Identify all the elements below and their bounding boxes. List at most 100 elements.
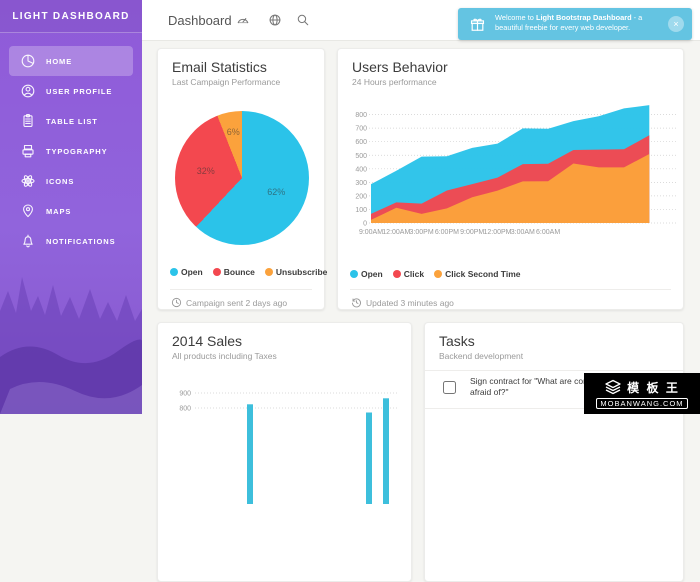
watermark-site: MOBANWANG.COM bbox=[596, 397, 688, 409]
users-chart-legend: Open Click Click Second Time bbox=[350, 269, 521, 279]
svg-text:3:00AM: 3:00AM bbox=[511, 229, 535, 236]
pie-percent-label: 6% bbox=[226, 126, 240, 137]
pie-percent-label: 32% bbox=[196, 166, 215, 177]
card-title: Email Statistics bbox=[172, 59, 267, 75]
search-icon[interactable] bbox=[296, 13, 310, 27]
sidebar-item-label: USER PROFILE bbox=[46, 86, 113, 96]
email-chart-legend: Open Bounce Unsubscribe bbox=[170, 267, 327, 277]
footer-text: Campaign sent 2 days ago bbox=[186, 297, 288, 308]
card-divider bbox=[350, 289, 671, 290]
sidebar-item-label: TYPOGRAPHY bbox=[46, 146, 108, 156]
pie-percent-label: 62% bbox=[267, 186, 286, 197]
legend-item: Click bbox=[392, 269, 425, 279]
svg-text:300: 300 bbox=[355, 180, 367, 187]
sidebar-item-maps[interactable]: MAPS bbox=[9, 196, 133, 226]
tasks-card: Tasks Backend development Sign contract … bbox=[424, 322, 684, 582]
sidebar-item-notifications[interactable]: NOTIFICATIONS bbox=[9, 226, 133, 256]
toast-message: Welcome to Light Bootstrap Dashboard - a… bbox=[495, 13, 643, 32]
task-checkbox[interactable] bbox=[443, 381, 456, 394]
sidebar-nav: HOME USER PROFILE TABLE LIST TYPOGRAPHY … bbox=[0, 46, 142, 256]
close-icon[interactable]: × bbox=[668, 16, 684, 32]
user-icon bbox=[21, 84, 35, 98]
watermark-brand: 模 板 王 bbox=[627, 380, 680, 395]
svg-text:9:00PM: 9:00PM bbox=[460, 229, 484, 236]
svg-text:800: 800 bbox=[179, 406, 191, 413]
page-title: Dashboard bbox=[168, 13, 232, 28]
legend-label: Unsubscribe bbox=[275, 267, 328, 277]
sidebar-item-home[interactable]: HOME bbox=[9, 46, 133, 76]
pie-chart-icon bbox=[21, 54, 35, 68]
gauge-icon[interactable] bbox=[236, 13, 250, 27]
sidebar-item-label: HOME bbox=[46, 56, 73, 66]
svg-text:600: 600 bbox=[355, 139, 367, 146]
sidebar-item-label: NOTIFICATIONS bbox=[46, 236, 116, 246]
card-title: Tasks bbox=[439, 333, 475, 349]
svg-text:3:00PM: 3:00PM bbox=[410, 229, 434, 236]
legend-dot bbox=[392, 270, 401, 278]
layers-icon bbox=[605, 379, 621, 395]
sidebar-item-icons[interactable]: ICONS bbox=[9, 166, 133, 196]
sidebar-item-label: MAPS bbox=[46, 206, 72, 216]
card-title: 2014 Sales bbox=[172, 333, 243, 349]
svg-text:100: 100 bbox=[355, 207, 367, 214]
legend-dot bbox=[212, 268, 221, 276]
bell-icon bbox=[23, 234, 33, 248]
sidebar-item-table-list[interactable]: TABLE LIST bbox=[9, 106, 133, 136]
email-pie-chart: 62% 32% 6% bbox=[175, 111, 309, 245]
card-divider bbox=[170, 289, 312, 290]
card-subtitle: 24 Hours performance bbox=[352, 77, 437, 87]
sidebar-item-typography[interactable]: TYPOGRAPHY bbox=[9, 136, 133, 166]
legend-item: Bounce bbox=[212, 267, 255, 277]
globe-icon[interactable] bbox=[268, 13, 282, 27]
map-pin-icon bbox=[23, 204, 33, 218]
legend-item: Click Second Time bbox=[434, 269, 521, 279]
email-statistics-card: Email Statistics Last Campaign Performan… bbox=[157, 48, 327, 310]
legend-label: Open bbox=[361, 269, 383, 279]
card-title: Users Behavior bbox=[352, 59, 448, 75]
history-icon bbox=[352, 298, 361, 308]
task-text: Sign contract for "What are conference o… bbox=[470, 376, 659, 397]
sidebar-item-user-profile[interactable]: USER PROFILE bbox=[9, 76, 133, 106]
footer-text: Updated 3 minutes ago bbox=[366, 297, 454, 308]
card-footer: Campaign sent 2 days ago bbox=[171, 297, 287, 308]
atom-icon bbox=[21, 175, 35, 187]
sidebar-item-label: TABLE LIST bbox=[46, 116, 98, 126]
svg-text:400: 400 bbox=[355, 166, 367, 173]
card-footer: Updated 3 minutes ago bbox=[351, 297, 454, 308]
legend-label: Click Second Time bbox=[445, 269, 521, 279]
svg-text:6:00AM: 6:00AM bbox=[536, 229, 560, 236]
gift-icon bbox=[470, 18, 485, 31]
sales-card: 2014 Sales All products including Taxes … bbox=[157, 322, 412, 582]
sidebar-item-label: ICONS bbox=[46, 176, 75, 186]
typography-icon bbox=[22, 144, 34, 158]
legend-dot bbox=[264, 268, 273, 276]
card-subtitle: All products including Taxes bbox=[172, 351, 277, 361]
svg-text:200: 200 bbox=[355, 193, 367, 200]
svg-text:500: 500 bbox=[355, 153, 367, 160]
legend-dot bbox=[434, 270, 443, 278]
svg-text:800: 800 bbox=[355, 112, 367, 119]
legend-label: Bounce bbox=[223, 267, 255, 277]
svg-text:12:00PM: 12:00PM bbox=[483, 229, 511, 236]
svg-text:9:00AM: 9:00AM bbox=[359, 229, 383, 236]
legend-item: Open bbox=[170, 267, 203, 277]
card-divider bbox=[425, 370, 683, 371]
watermark: 模 板 王 MOBANWANG.COM bbox=[584, 373, 700, 414]
svg-text:0: 0 bbox=[363, 221, 367, 228]
legend-dot bbox=[170, 268, 178, 276]
users-behavior-card: Users Behavior 24 Hours performance 0 100… bbox=[337, 48, 684, 310]
legend-label: Open bbox=[181, 267, 203, 277]
svg-text:12:00AM: 12:00AM bbox=[382, 229, 410, 236]
clock-icon bbox=[171, 297, 182, 308]
table-list-icon bbox=[23, 114, 33, 127]
card-subtitle: Last Campaign Performance bbox=[172, 77, 281, 87]
app-logo-title: LIGHT DASHBOARD bbox=[0, 0, 142, 33]
forest-background-image bbox=[0, 277, 142, 414]
welcome-toast: Welcome to Light Bootstrap Dashboard - a… bbox=[458, 8, 692, 40]
legend-item: Open bbox=[350, 269, 383, 279]
svg-text:6:00PM: 6:00PM bbox=[435, 229, 459, 236]
svg-text:700: 700 bbox=[355, 126, 367, 133]
svg-text:900: 900 bbox=[179, 391, 191, 398]
legend-label: Click bbox=[403, 269, 425, 279]
